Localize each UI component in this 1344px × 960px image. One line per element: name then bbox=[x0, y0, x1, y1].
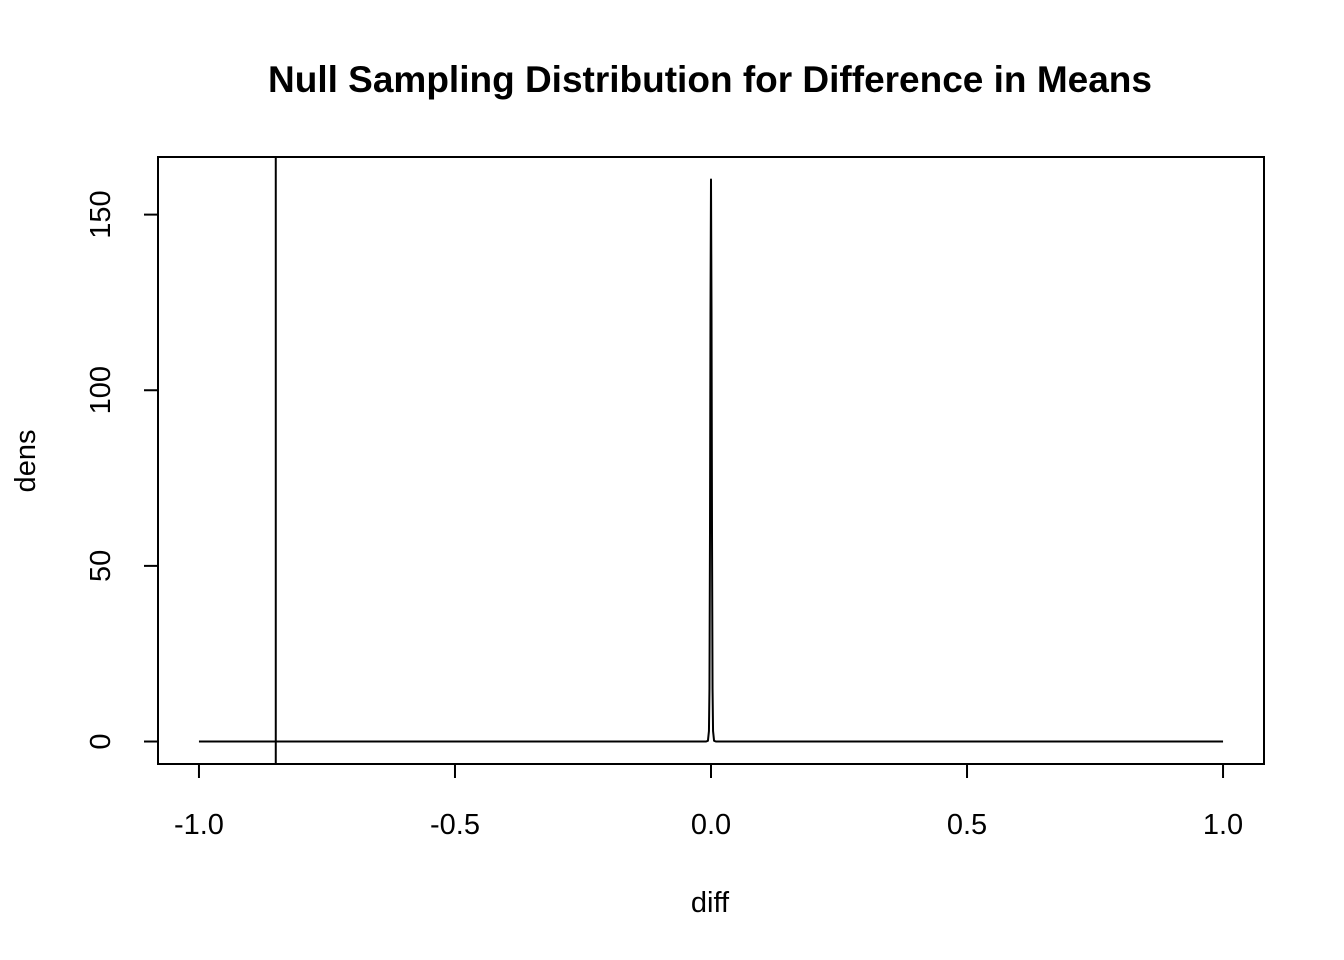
x-tick-label: 0.5 bbox=[947, 809, 987, 841]
density-line bbox=[198, 178, 1224, 743]
x-tick-label: 1.0 bbox=[1203, 809, 1243, 841]
y-tick-label: 100 bbox=[85, 366, 117, 414]
y-tick-label: 50 bbox=[85, 550, 117, 582]
y-tick-label: 150 bbox=[85, 190, 117, 238]
x-tick-label: -0.5 bbox=[430, 809, 480, 841]
y-axis-label: dens bbox=[10, 430, 42, 493]
chart-title: Null Sampling Distribution for Differenc… bbox=[268, 59, 1152, 100]
x-tick-label: 0.0 bbox=[691, 809, 731, 841]
y-tick-label: 0 bbox=[85, 733, 117, 749]
x-axis-label: diff bbox=[691, 887, 730, 919]
y-axis: 0 50 100 150 bbox=[85, 190, 159, 750]
x-tick-label: -1.0 bbox=[174, 809, 224, 841]
chart-marks bbox=[198, 157, 1224, 764]
x-axis: -1.0 -0.5 0.0 0.5 1.0 bbox=[174, 763, 1243, 841]
